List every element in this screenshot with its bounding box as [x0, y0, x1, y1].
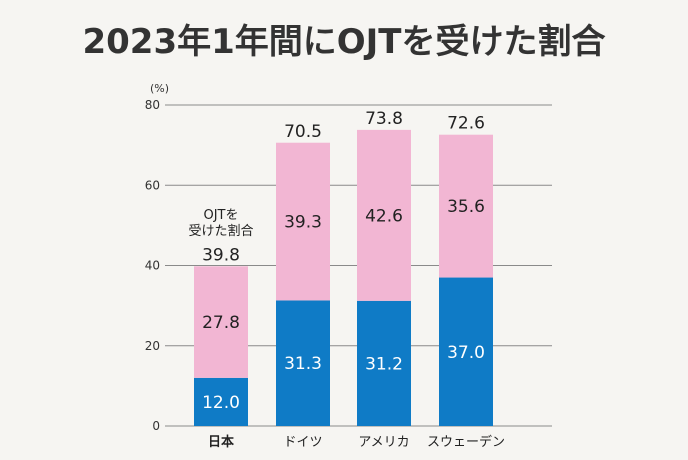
bar-segment-bottom [357, 300, 411, 426]
data-label: 39.3 [284, 213, 322, 233]
data-label: 37.0 [447, 343, 485, 363]
x-category-label: スウェーデン [427, 434, 505, 450]
total-label: 70.5 [284, 122, 322, 142]
data-label: 31.3 [284, 354, 322, 374]
bar-segment-top [357, 129, 411, 301]
data-label: 27.8 [202, 313, 240, 333]
chart-title: 2023年1年間にOJTを受けた割合 [82, 22, 606, 62]
bar-segment-bottom [194, 377, 248, 426]
y-tick-label: 80 [145, 98, 160, 112]
bar-segment-bottom [276, 300, 330, 426]
data-label: 35.6 [447, 197, 485, 217]
y-tick-label: 0 [152, 419, 160, 433]
total-label: 39.8 [202, 245, 240, 265]
y-tick-label: 60 [145, 178, 160, 192]
x-category-label: ドイツ [283, 435, 322, 450]
x-category-label: アメリカ [358, 435, 409, 450]
annotation-label: OJTを [203, 208, 238, 223]
y-unit-label: (%) [150, 82, 169, 95]
data-label: 12.0 [202, 393, 240, 413]
total-label: 72.6 [447, 114, 485, 134]
bar-segment-top [194, 266, 248, 378]
y-tick-label: 40 [145, 259, 160, 273]
data-label: 31.2 [365, 354, 403, 374]
annotation-label: 受けた割合 [188, 223, 253, 239]
bar-segment-top [276, 142, 330, 301]
total-label: 73.8 [365, 109, 403, 129]
bar-segment-bottom [439, 277, 493, 426]
y-tick-label: 20 [145, 339, 160, 353]
data-label: 42.6 [365, 206, 403, 226]
x-category-label: 日本 [208, 434, 234, 450]
bar-segment-top [439, 134, 493, 278]
